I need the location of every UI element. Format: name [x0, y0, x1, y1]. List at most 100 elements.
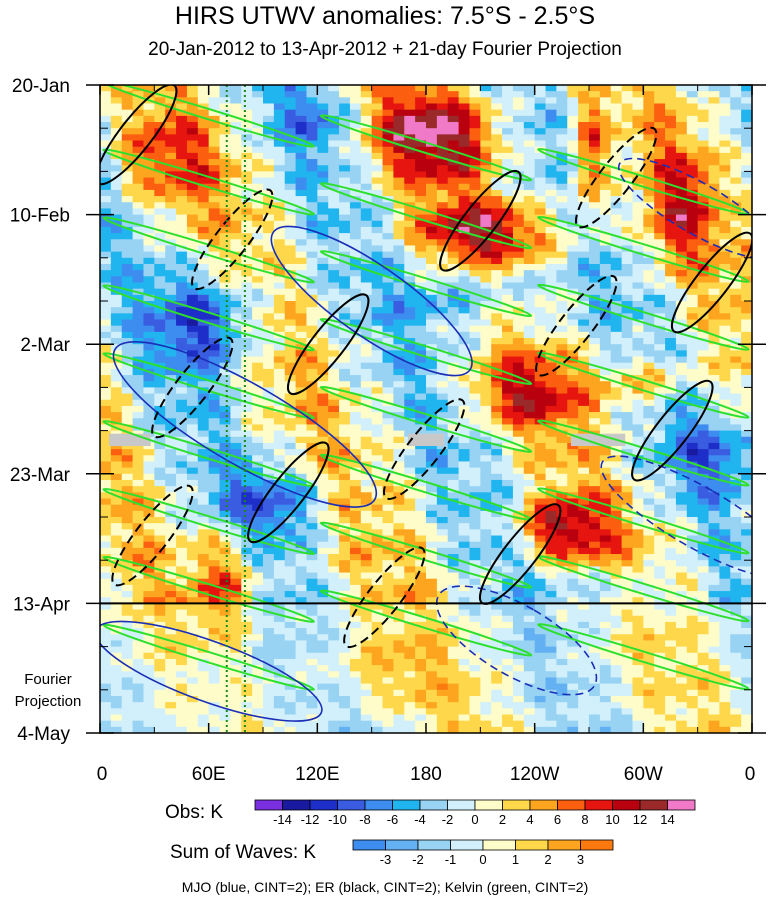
field-cell — [621, 115, 634, 123]
field-cell — [154, 486, 166, 493]
field-cell — [665, 442, 677, 450]
field-cell — [599, 591, 612, 598]
field-cell — [328, 436, 340, 444]
field-cell — [545, 430, 557, 438]
field-cell — [241, 288, 253, 296]
field-cell — [599, 220, 612, 228]
field-cell — [502, 560, 514, 567]
field-cell — [241, 578, 253, 586]
field-cell — [371, 547, 384, 555]
field-cell — [371, 362, 384, 370]
field-cell — [263, 362, 275, 370]
field-cell — [621, 239, 634, 247]
field-cell — [176, 578, 188, 586]
field-cell — [447, 430, 460, 438]
field-cell — [675, 368, 688, 376]
field-cell — [502, 270, 514, 277]
field-cell — [545, 239, 557, 247]
field-cell — [306, 375, 318, 382]
field-cell — [252, 486, 264, 493]
field-cell — [686, 85, 699, 92]
field-cell — [599, 350, 612, 358]
field-cell — [458, 276, 471, 284]
field-cell — [480, 393, 492, 401]
field-cell — [273, 517, 286, 524]
field-cell — [121, 208, 134, 216]
field-cell — [263, 368, 275, 376]
field-cell — [371, 159, 384, 166]
field-cell — [436, 375, 449, 382]
field-cell — [382, 115, 394, 123]
field-cell — [523, 251, 536, 259]
field-cell — [632, 498, 644, 506]
field-cell — [197, 529, 210, 537]
field-cell — [317, 517, 329, 524]
field-cell — [230, 449, 242, 456]
field-cell — [295, 529, 308, 537]
field-cell — [643, 226, 655, 234]
field-cell — [100, 523, 112, 530]
field-cell — [708, 393, 720, 401]
field-cell — [567, 159, 579, 166]
field-cell — [458, 492, 471, 500]
field-cell — [599, 479, 612, 487]
field-cell — [393, 282, 405, 290]
field-cell — [186, 301, 199, 308]
field-cell — [339, 424, 351, 432]
field-cell — [730, 356, 742, 364]
field-cell — [545, 442, 557, 450]
field-cell — [219, 418, 231, 426]
field-cell — [556, 541, 568, 549]
field-cell — [404, 97, 416, 105]
field-cell — [665, 436, 677, 444]
field-cell — [349, 578, 362, 586]
field-cell — [241, 344, 253, 351]
field-cell — [415, 473, 427, 481]
field-cell — [317, 467, 329, 475]
field-cell — [121, 214, 134, 222]
field-cell — [665, 368, 677, 376]
field-cell — [589, 251, 601, 259]
field-cell — [143, 202, 155, 210]
field-cell — [263, 109, 275, 117]
field-cell — [741, 245, 752, 253]
field-cell — [197, 362, 210, 370]
field-cell — [176, 547, 188, 555]
field-cell — [599, 115, 612, 123]
field-cell — [643, 263, 655, 271]
field-cell — [578, 578, 590, 586]
field-cell — [578, 115, 590, 123]
field-cell — [165, 523, 177, 530]
field-cell — [589, 442, 601, 450]
field-cell — [339, 294, 351, 302]
field-cell — [393, 350, 405, 358]
field-cell — [675, 239, 688, 247]
field-cell — [730, 523, 742, 530]
field-cell — [512, 165, 525, 172]
field-cell — [534, 251, 547, 259]
field-cell — [730, 554, 742, 561]
field-cell — [665, 282, 677, 290]
field-cell — [741, 517, 752, 524]
field-cell — [708, 85, 720, 92]
field-cell — [610, 159, 623, 166]
field-cell — [165, 276, 177, 284]
field-cell — [219, 350, 231, 358]
field-cell — [469, 566, 481, 574]
field-cell — [186, 97, 199, 105]
field-cell — [469, 307, 481, 314]
field-cell — [654, 288, 666, 296]
field-cell — [621, 436, 634, 444]
field-cell — [426, 362, 438, 370]
field-cell — [154, 115, 166, 123]
field-cell — [317, 115, 329, 123]
field-cell — [567, 233, 579, 240]
field-cell — [328, 578, 340, 586]
field-cell — [686, 418, 699, 426]
field-cell — [230, 547, 242, 555]
field-cell — [121, 356, 134, 364]
field-cell — [447, 288, 460, 296]
field-cell — [589, 282, 601, 290]
field-cell — [208, 387, 221, 395]
field-cell — [447, 554, 460, 561]
